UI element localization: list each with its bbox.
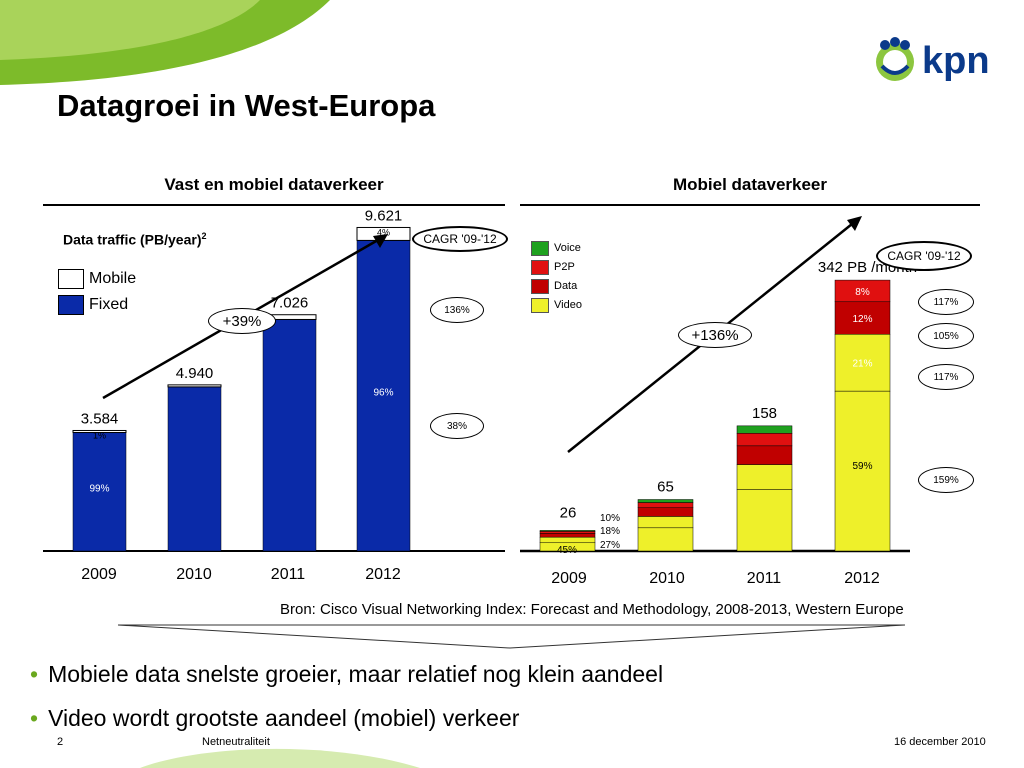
left-xtick-2011: 2011	[270, 566, 306, 583]
bullet-dot-icon: •	[30, 661, 39, 687]
kpn-logo-text: kpn	[922, 40, 990, 82]
left-section-title: Vast en mobiel dataverkeer	[164, 175, 384, 194]
footer-title: Netneutraliteit	[202, 736, 270, 748]
video-base-segment-2012	[834, 390, 891, 552]
legend-label-voice: Voice	[554, 242, 581, 254]
right-growth-badge: +136%	[678, 322, 752, 348]
segment-share-label-2012-2: 21%	[852, 359, 872, 370]
total-label-2010: 4.940	[176, 365, 214, 382]
video-segment-2009	[539, 536, 596, 544]
right-xtick-2012: 2012	[844, 570, 880, 587]
video-base-segment-2011	[736, 489, 793, 552]
video-base-growth-badge: 159%	[918, 467, 974, 493]
total-label-2011: 7.026	[271, 295, 309, 312]
segment-share-label-2009-p2p: 10%	[600, 513, 620, 524]
right-xtick-2010: 2010	[649, 570, 685, 587]
p2p-segment-2011	[736, 433, 793, 447]
bullet-dot-icon: •	[30, 705, 39, 731]
video-segment-2011	[736, 464, 793, 490]
fixed-bar-2010	[167, 386, 222, 552]
segment-share-label-2012-0: 8%	[855, 287, 870, 298]
mobile-total-label-2011: 158	[752, 405, 777, 422]
mobile-bar-2009	[72, 429, 127, 433]
video-base-segment-2010	[637, 527, 694, 552]
page-number: 2	[57, 736, 64, 748]
left-chart-title: Data traffic (PB/year)2	[63, 231, 207, 248]
data-segment-2009	[539, 533, 596, 538]
right-xtick-2009: 2009	[551, 570, 587, 587]
segment-share-label-2009-video: 27%	[600, 540, 620, 551]
left-xtick-2009: 2009	[81, 566, 117, 583]
data-segment-2011	[736, 445, 793, 465]
segment-share-label-2009-video-base: 45%	[557, 545, 577, 556]
left-growth-badge: +39%	[208, 308, 276, 334]
fixed-bar-2011	[262, 319, 317, 552]
fixed-share-label-2012: 96%	[373, 388, 393, 399]
segment-share-label-2012-1: 12%	[852, 314, 872, 325]
p2p-segment-2009	[539, 531, 596, 534]
left-growth-arrow-head	[373, 234, 388, 248]
legend-label-video: Video	[554, 299, 582, 311]
total-label-2009: 3.584	[81, 410, 119, 427]
data-segment-2010	[637, 507, 694, 517]
video-segment-2012	[834, 334, 891, 392]
legend-swatch-voice	[531, 241, 549, 256]
segment-share-label-2012-3: 59%	[852, 461, 872, 472]
mobile-share-label-2009: 1%	[93, 430, 106, 440]
legend-swatch-video	[531, 298, 549, 313]
fixed-bar-2012	[356, 240, 411, 552]
bullet-1: • Mobiele data snelste groeier, maar rela…	[30, 661, 664, 687]
right-growth-arrow-head	[847, 216, 862, 231]
left-xtick-2010: 2010	[176, 566, 212, 583]
video-base-segment-2009	[539, 542, 596, 552]
left-xtick-2012: 2012	[365, 566, 401, 583]
mobile-growth-badge: 136%	[430, 297, 484, 323]
total-label-2012: 9.621	[365, 207, 403, 224]
video-segment-2010	[637, 516, 694, 529]
legend-label-mobile: Mobile	[89, 270, 137, 287]
left-chart: 3.584 1% 99% 4.940 7.026 9.621 4% 96%	[43, 207, 505, 552]
right-xtick-2011: 2011	[746, 570, 782, 587]
bullet-2: • Video wordt grootste aandeel (mobiel) v…	[30, 705, 520, 731]
left-cagr-badge: CAGR '09-'12	[412, 226, 508, 252]
right-section-title: Mobiel dataverkeer	[672, 175, 827, 194]
footer-date: 16 december 2010	[894, 736, 986, 748]
voice-segment-2011	[736, 425, 793, 434]
page-title: Datagroei in West-Europa	[57, 88, 436, 123]
mobile-bar-2010	[167, 384, 222, 388]
legend-swatch-data	[531, 279, 549, 294]
kpn-logo-crown-icon	[876, 37, 914, 81]
voice-segment-2010	[637, 499, 694, 503]
data-segment-2012	[834, 301, 891, 335]
legend-swatch-fixed	[58, 295, 84, 315]
legend-swatch-p2p	[531, 260, 549, 275]
data-growth-badge: 105%	[918, 323, 974, 349]
fixed-bar-2009	[72, 432, 127, 552]
fixed-growth-badge: 38%	[430, 413, 484, 439]
mobile-total-label-2010: 65	[657, 479, 674, 496]
fixed-share-label-2009: 99%	[89, 484, 109, 495]
segment-share-label-2009-data: 18%	[600, 526, 620, 537]
mobile-share-label-2012: 4%	[377, 227, 390, 237]
p2p-growth-badge: 117%	[918, 289, 974, 315]
legend-label-fixed: Fixed	[89, 296, 129, 313]
legend-swatch-mobile	[58, 269, 84, 289]
legend-label-data: Data	[554, 280, 578, 292]
mobile-total-label-2009: 26	[560, 504, 577, 521]
video-growth-badge: 117%	[918, 364, 974, 390]
source-note: Bron: Cisco Visual Networking Index: For…	[280, 601, 904, 618]
right-cagr-badge: CAGR '09-'12	[876, 241, 972, 271]
p2p-segment-2010	[637, 502, 694, 509]
legend-label-p2p: P2P	[554, 261, 575, 273]
